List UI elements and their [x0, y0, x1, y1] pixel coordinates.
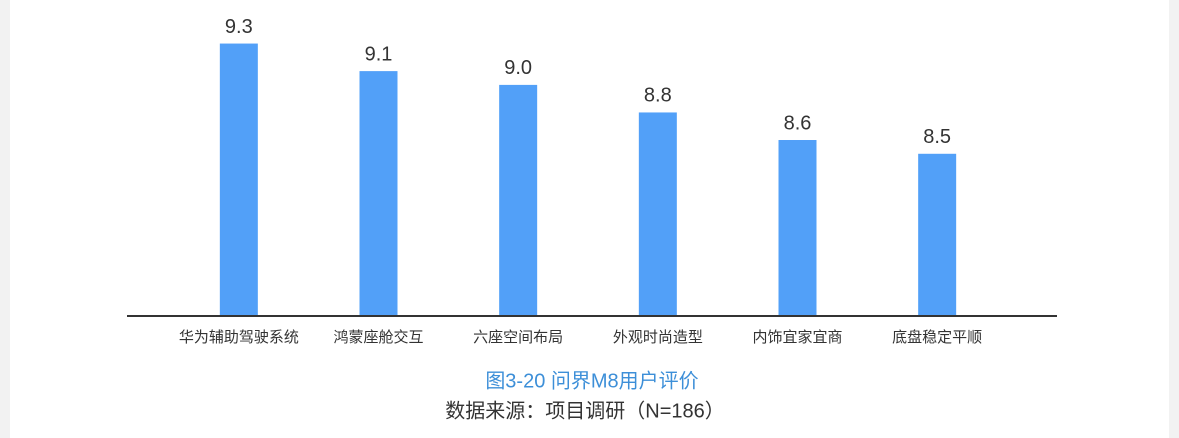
- x-tick-label: 内饰宜家宜商: [752, 329, 842, 346]
- bar: [499, 84, 538, 315]
- x-tick-label: 外观时尚造型: [613, 329, 703, 346]
- value-label: 8.5: [923, 126, 951, 148]
- bar: [918, 153, 957, 315]
- bar: [638, 112, 677, 315]
- chart-source: 数据来源：项目调研（N=186）: [445, 399, 725, 422]
- x-tick-label: 底盘稳定平顺: [892, 328, 982, 346]
- bar: [359, 71, 398, 315]
- value-label: 8.8: [644, 85, 672, 107]
- side-border: [0, 0, 10, 438]
- bar: [778, 140, 817, 315]
- x-tick-label: 华为辅助驾驶系统: [179, 329, 299, 346]
- x-tick-label: 鸿蒙座舱交互: [333, 328, 423, 346]
- x-tick-label: 六座空间布局: [473, 329, 563, 346]
- bar: [219, 43, 258, 315]
- side-border: [1169, 0, 1179, 438]
- value-label: 9.3: [225, 16, 253, 38]
- value-label: 9.0: [504, 57, 532, 79]
- value-label: 9.1: [365, 43, 393, 65]
- chart-title: 图3-20 问界M8用户评价: [485, 369, 698, 392]
- value-label: 8.6: [784, 112, 812, 134]
